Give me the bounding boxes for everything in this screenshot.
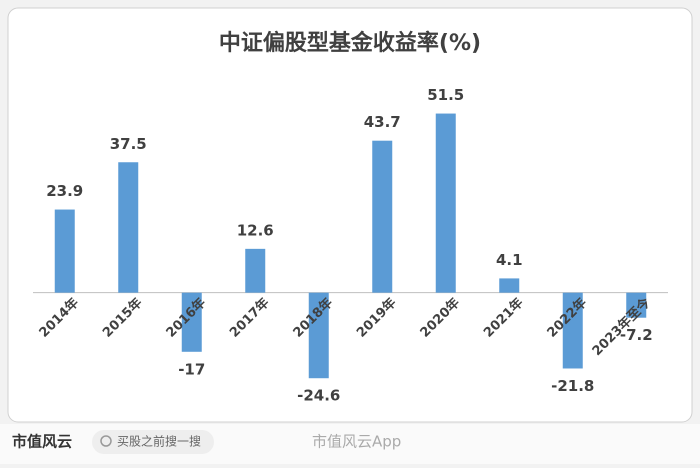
value-label: 4.1	[496, 251, 523, 269]
chart-card	[7, 7, 693, 423]
footer-app: 市值风云App	[312, 433, 401, 451]
search-text: 买股之前搜一搜	[117, 434, 201, 449]
value-label: 23.9	[46, 182, 83, 200]
bar	[118, 162, 139, 293]
search-box[interactable]	[92, 430, 214, 454]
bar	[54, 209, 75, 293]
value-label: -21.8	[551, 377, 594, 395]
bar	[245, 248, 266, 293]
value-label: 51.5	[427, 86, 464, 104]
bar	[308, 292, 329, 379]
value-label: -17	[178, 360, 205, 378]
bar	[372, 140, 393, 293]
bar	[626, 292, 647, 318]
bar	[499, 278, 520, 293]
value-label: 37.5	[110, 135, 147, 153]
bar	[435, 113, 456, 293]
footer-logo: 市值风云	[12, 433, 72, 451]
value-label: -7.2	[620, 326, 653, 344]
chart-title: 中证偏股型基金收益率(%)	[219, 30, 481, 56]
bar	[181, 292, 202, 352]
bar	[562, 292, 583, 369]
search-icon	[100, 435, 112, 447]
value-label: 12.6	[237, 221, 274, 239]
value-label: -24.6	[297, 387, 340, 405]
value-label: 43.7	[364, 113, 401, 131]
